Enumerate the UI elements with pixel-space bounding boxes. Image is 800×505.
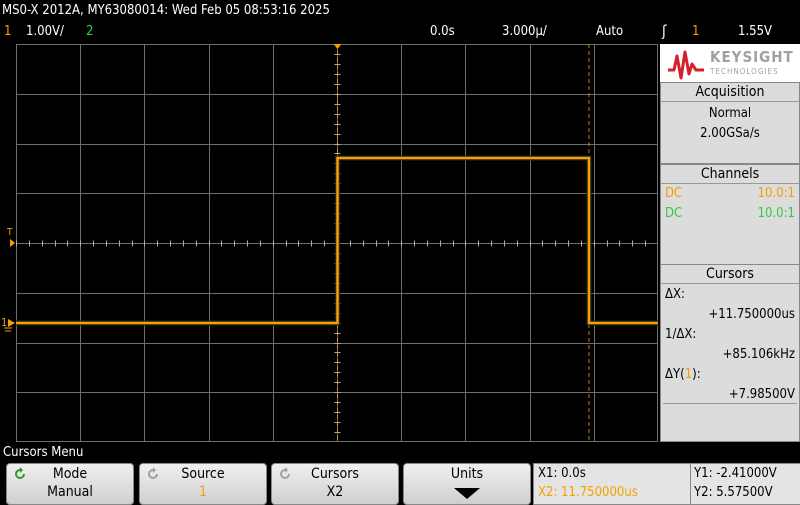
- rotate-knob-icon: [148, 467, 158, 479]
- inverse-delta-x-value: +85.106kHz: [722, 347, 795, 362]
- channel2-coupling: DC: [665, 206, 683, 221]
- acquisition-panel[interactable]: Acquisition Normal 2.00GSa/s: [660, 82, 800, 164]
- delta-x-value: +11.750000us: [708, 307, 795, 322]
- cursor-panel-divider: [663, 403, 797, 404]
- keysight-wave-icon: [668, 50, 704, 80]
- cursors-value: X2: [326, 484, 344, 500]
- y1-readout: Y1: -2.41000V: [694, 466, 777, 481]
- channel1-coupling: DC: [665, 186, 683, 201]
- time-scale[interactable]: 3.000µ/: [502, 24, 547, 39]
- status-bar: 1 1.00V/ 2 0.0s 3.000µ/ Auto ʃ 1 1.55V: [0, 22, 800, 42]
- channels-title: Channels: [661, 165, 799, 184]
- rotate-knob-icon: [15, 467, 25, 479]
- cursor-readout: X1: 0.0s X2: 11.750000us Y1: -2.41000V Y…: [533, 463, 800, 505]
- graticule: [16, 44, 658, 442]
- trigger-source[interactable]: 1: [692, 24, 700, 39]
- side-panel: KEYSIGHT TECHNOLOGIES Acquisition Normal…: [660, 44, 800, 442]
- time-position[interactable]: 0.0s: [430, 24, 455, 39]
- mode-value: Manual: [47, 484, 93, 500]
- delta-x-label: ΔX:: [665, 287, 685, 302]
- trigger-mode[interactable]: Auto: [596, 24, 624, 39]
- acquisition-mode: Normal: [708, 106, 752, 121]
- y2-readout: Y2: 5.57500V: [694, 485, 773, 500]
- x2-readout: X2: 11.750000us: [538, 485, 638, 500]
- mode-label: Mode: [52, 466, 88, 482]
- logo-line2: TECHNOLOGIES: [710, 67, 779, 76]
- logo-line1: KEYSIGHT: [710, 48, 794, 66]
- trigger-level[interactable]: 1.55V: [738, 24, 773, 39]
- trigger-arrow-icon: [10, 239, 15, 247]
- ground-icon: [4, 319, 15, 332]
- channel1-waveform: [16, 156, 658, 325]
- channel1-number[interactable]: 1: [4, 24, 12, 39]
- trigger-edge-icon: ʃ: [662, 22, 667, 40]
- instrument-title: MS0-X 2012A, MY63080014: Wed Feb 05 08:5…: [2, 3, 330, 18]
- delta-y-label: ΔY(1):: [665, 367, 701, 382]
- readout-divider: [690, 464, 691, 504]
- channel2-probe: 10.0:1: [757, 206, 795, 221]
- title-bar: MS0-X 2012A, MY63080014: Wed Feb 05 08:5…: [0, 0, 800, 22]
- x1-readout: X1: 0.0s: [538, 466, 586, 481]
- source-value: 1: [198, 484, 207, 500]
- channels-panel[interactable]: Channels DC 10.0:1 DC 10.0:1: [660, 164, 800, 266]
- rotate-knob-icon: [280, 467, 290, 479]
- cursors-panel[interactable]: Cursors ΔX: +11.750000us 1/ΔX: +85.106kH…: [660, 264, 800, 442]
- source-label: Source: [181, 466, 225, 482]
- acquisition-rate: 2.00GSa/s: [700, 126, 760, 141]
- channel1-scale[interactable]: 1.00V/: [26, 24, 64, 39]
- channel2-number[interactable]: 2: [86, 24, 94, 39]
- delta-y-value: +7.98500V: [728, 387, 795, 402]
- channel1-probe: 10.0:1: [757, 186, 795, 201]
- source-softkey[interactable]: Source 1: [139, 463, 267, 505]
- units-softkey[interactable]: Units: [403, 463, 531, 505]
- keysight-logo: KEYSIGHT TECHNOLOGIES: [660, 44, 800, 84]
- cursors-label: Cursors: [311, 466, 359, 482]
- inverse-delta-x-label: 1/ΔX:: [665, 327, 697, 342]
- menu-title: Cursors Menu: [3, 445, 84, 460]
- cursors-title: Cursors: [661, 265, 799, 284]
- units-label: Units: [450, 466, 484, 482]
- cursors-softkey[interactable]: Cursors X2: [271, 463, 399, 505]
- channel1-ground-marker[interactable]: 1: [0, 314, 16, 336]
- submenu-arrow-icon: [454, 488, 480, 499]
- trigger-level-marker[interactable]: T: [4, 228, 16, 250]
- acquisition-title: Acquisition: [661, 83, 799, 102]
- mode-softkey[interactable]: Mode Manual: [6, 463, 134, 505]
- waveform-display[interactable]: [16, 44, 658, 442]
